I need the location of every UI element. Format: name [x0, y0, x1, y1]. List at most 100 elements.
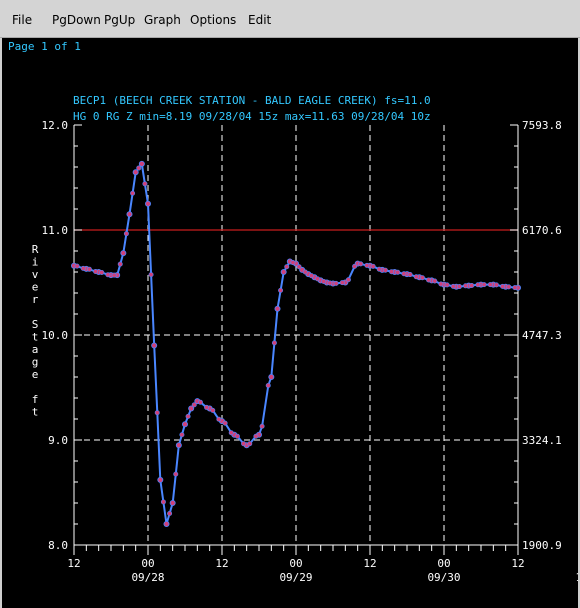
series-point — [136, 165, 142, 171]
page-indicator: Page 1 of 1 — [8, 40, 81, 53]
series-point — [247, 441, 253, 447]
menu-bar: File PgDown PgUp Graph Options Edit — [0, 0, 580, 38]
y-tick-label: 12.0 — [42, 119, 69, 132]
series-point — [268, 373, 275, 380]
series-point — [173, 471, 179, 477]
menu-file[interactable]: File — [12, 13, 33, 27]
series-point — [157, 476, 164, 483]
menu-graph[interactable]: Graph — [144, 13, 181, 27]
series-point — [130, 190, 136, 196]
series-point — [120, 250, 127, 257]
menu-options[interactable]: Options — [190, 13, 237, 27]
series-point — [271, 340, 277, 346]
series-point — [163, 520, 170, 527]
series-point — [216, 416, 222, 422]
y-tick-labels: 8.0 9.0 10.0 11.0 12.0 — [42, 119, 69, 552]
x-tick-label: 00 — [289, 557, 302, 570]
series-point — [191, 402, 197, 408]
series-point — [160, 499, 166, 505]
series-point — [126, 211, 133, 218]
series-point — [463, 283, 469, 289]
series-stage — [71, 160, 522, 527]
series-point — [188, 405, 195, 412]
series-point — [148, 272, 154, 278]
series-point — [123, 231, 129, 237]
series-point — [444, 282, 450, 288]
y2-tick-label: 7593.8 — [522, 119, 562, 132]
series-point — [151, 342, 158, 349]
x-date-label: 10/01 — [575, 571, 578, 584]
chart-subtitle: HG 0 RG Z min=8.19 09/28/04 15z max=11.6… — [73, 110, 431, 123]
series-point — [469, 282, 475, 288]
series-point — [302, 269, 308, 275]
series-point — [401, 271, 407, 277]
series-point — [438, 281, 444, 287]
series-point — [280, 268, 287, 275]
series-point — [234, 433, 240, 439]
series-point — [475, 282, 481, 288]
series-point — [197, 399, 203, 405]
series-point — [364, 262, 370, 268]
series-point — [506, 284, 512, 290]
series-point — [74, 263, 80, 269]
grid — [74, 125, 518, 545]
series-point — [265, 382, 271, 388]
series-point — [144, 200, 151, 207]
series-point — [413, 274, 419, 280]
series-point — [228, 430, 234, 436]
series-point — [419, 275, 425, 281]
x-tick-label: 12 — [215, 557, 228, 570]
hydrograph-chart: Page 1 of 1 BECP1 (BEECH CREEK STATION -… — [8, 40, 578, 584]
series-point — [185, 413, 191, 419]
y2-tick-labels: 1900.9 3324.1 4747.3 6170.6 7593.8 — [522, 119, 562, 552]
series-point — [512, 285, 518, 291]
series-point — [169, 499, 176, 506]
series-point — [86, 266, 92, 272]
menu-pgup[interactable]: PgUp — [104, 13, 136, 27]
chart-title: BECP1 (BEECH CREEK STATION - BALD EAGLE … — [73, 94, 431, 107]
series-point — [493, 282, 499, 288]
series-point — [358, 261, 364, 267]
x-tick-label: 12 — [67, 557, 80, 570]
series-point — [175, 442, 182, 449]
series-point — [500, 283, 506, 289]
series-point — [274, 305, 281, 312]
series-point — [284, 264, 290, 270]
series-point — [370, 263, 376, 269]
x-date-label: 09/29 — [279, 571, 312, 584]
y2-tick-label: 4747.3 — [522, 329, 562, 342]
menu-edit[interactable]: Edit — [248, 13, 272, 27]
y-tick-label: 9.0 — [48, 434, 68, 447]
series-point — [222, 420, 228, 426]
series-point — [241, 441, 247, 447]
x-tick-label: 12 — [363, 557, 376, 570]
series-point — [339, 280, 345, 286]
series-point — [327, 280, 333, 286]
series-point — [315, 276, 321, 282]
y-tick-label: 8.0 — [48, 539, 68, 552]
x-tick-label: 00 — [141, 557, 154, 570]
menu-pgdown[interactable]: PgDown — [52, 13, 101, 27]
series-point — [117, 261, 123, 267]
series-point — [105, 272, 111, 278]
series-point — [99, 269, 105, 275]
series-point — [210, 407, 216, 413]
series-point — [111, 272, 117, 278]
series-point — [395, 269, 401, 275]
series-point — [179, 432, 185, 438]
series-point — [345, 277, 351, 283]
series-point — [93, 269, 99, 275]
series-point — [321, 278, 327, 284]
series-point — [132, 169, 139, 176]
series-point — [80, 265, 86, 271]
series-point — [308, 273, 314, 279]
series-point — [376, 266, 382, 272]
series-point — [432, 278, 438, 284]
series-point — [456, 284, 462, 290]
y2-tick-label: 6170.6 — [522, 224, 562, 237]
y-tick-label: 10.0 — [42, 329, 69, 342]
series-point — [138, 160, 145, 167]
